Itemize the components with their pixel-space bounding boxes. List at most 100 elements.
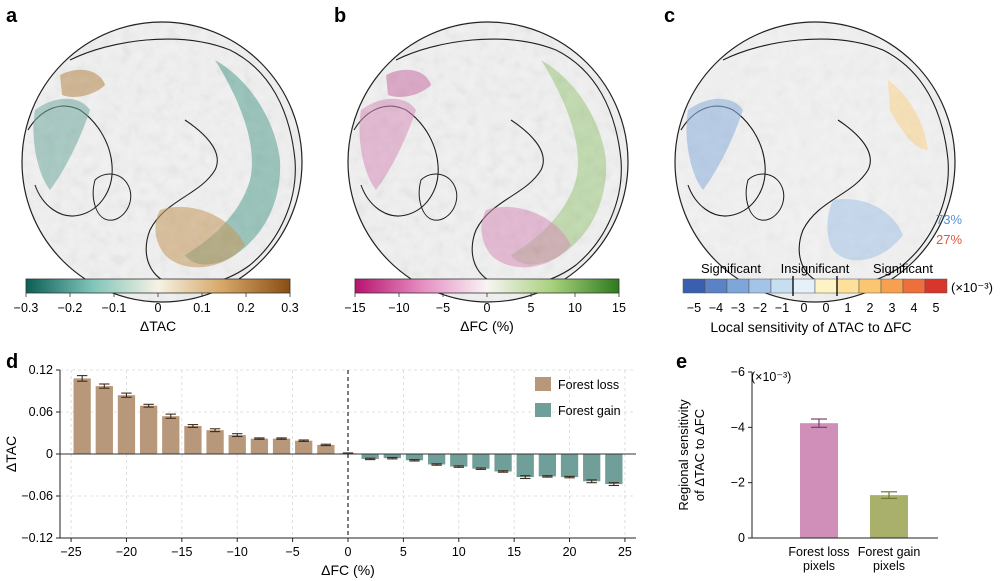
chart-e-multiplier: (×10⁻³) (751, 370, 791, 384)
map-b-border (347, 21, 629, 303)
chart-e-category-label: Forest gain (858, 545, 921, 559)
colorbar-c-tick-label: 2 (867, 301, 874, 315)
bar-forest-loss (139, 405, 158, 454)
colorbar-c-cell (748, 278, 772, 294)
legend-swatch-forest-loss (535, 377, 551, 391)
region-label-insignificant: Insignificant (781, 261, 850, 276)
bar-forest-loss (73, 378, 91, 454)
colorbar-c-tick-label: −1 (775, 301, 789, 315)
bar-forest-gain-pixels (870, 495, 908, 538)
panel-label-b: b (334, 5, 346, 27)
chart-d-ytick-label: −0.12 (21, 531, 53, 545)
colorbar-c-tick-label: 5 (933, 301, 940, 315)
bar-forest-gain (427, 454, 446, 465)
chart-e-category-label: pixels (873, 559, 905, 573)
colorbar-c-tick-label: −2 (753, 301, 767, 315)
pct-positive: 27% (936, 232, 962, 247)
bar-forest-loss (117, 395, 136, 454)
colorbar-b-tick-label: −15 (344, 301, 365, 315)
colorbar-c-tick-label: 1 (845, 301, 852, 315)
colorbar-c-cell (902, 278, 926, 294)
chart-d-ytick-label: 0.06 (29, 405, 53, 419)
colorbar-a-tick-label: 0.1 (193, 301, 210, 315)
colorbar-c: Significant Insignificant Significant −5… (682, 261, 993, 335)
colorbar-c-cell (836, 278, 860, 294)
bar-forest-gain (538, 454, 557, 477)
bar-forest-loss (162, 416, 180, 454)
colorbar-a-tick-label: −0.1 (102, 301, 127, 315)
bar-forest-loss (272, 438, 291, 454)
colorbar-c-tick-label: −3 (731, 301, 745, 315)
colorbar-b-label: ΔFC (%) (460, 318, 514, 334)
chart-e-ytick-label: −6 (731, 365, 745, 379)
colorbar-a-label: ΔTAC (140, 318, 176, 334)
panel-label-c: c (664, 5, 675, 27)
bar-forest-gain (583, 454, 601, 482)
map-a-border (21, 21, 303, 303)
bar-forest-loss (317, 444, 335, 454)
chart-e-ylabel-line-2: of ΔTAC to ΔFC (692, 409, 707, 501)
map-b (348, 22, 628, 302)
colorbar-a: −0.3 −0.2 −0.1 0 0.1 0.2 0.3 ΔTAC (14, 278, 299, 334)
bar-forest-gain (516, 454, 534, 478)
pct-negative: 73% (936, 212, 962, 227)
bar-forest-loss (95, 386, 113, 454)
bar-forest-gain (361, 454, 379, 459)
chart-d-xlabel: ΔFC (%) (321, 562, 375, 578)
bar-forest-gain (494, 454, 512, 472)
chart-e-ytick-label: −2 (731, 476, 745, 490)
colorbar-c-cell (814, 278, 838, 294)
colorbar-c-tick-label: 0 (801, 301, 808, 315)
colorbar-b-tick-label: 0 (484, 301, 491, 315)
bar-forest-loss (295, 440, 313, 454)
colorbar-a-bar (25, 278, 291, 294)
colorbar-a-tick-label: 0.3 (281, 301, 298, 315)
colorbar-c-cell (858, 278, 882, 294)
chart-e-ytick-label: 0 (738, 531, 745, 545)
colorbar-a-tick-label: −0.3 (14, 301, 39, 315)
bar-forest-loss (184, 426, 202, 454)
legend-label-forest-loss: Forest loss (558, 378, 619, 392)
chart-d-ytick-label: 0 (46, 447, 53, 461)
colorbar-c-tick-label: −5 (687, 301, 701, 315)
colorbar-c-cell (880, 278, 904, 294)
colorbar-c-cell (924, 278, 948, 294)
colorbar-b-bar (354, 278, 620, 294)
bar-forest-loss (250, 438, 269, 454)
panel-label-d: d (6, 351, 18, 373)
colorbar-c-multiplier: (×10⁻³) (951, 280, 993, 295)
colorbar-c-cell (704, 278, 728, 294)
bar-forest-loss-pixels (800, 423, 838, 538)
bar-forest-loss (228, 435, 246, 454)
colorbar-c-cell (770, 278, 794, 294)
colorbar-c-cell (682, 278, 706, 294)
chart-d-xtick-label: 25 (618, 545, 632, 559)
colorbar-c-tick-label: 4 (911, 301, 918, 315)
chart-d-ylabel: ΔTAC (3, 436, 19, 472)
chart-e-category-label: Forest loss (788, 545, 849, 559)
colorbar-a-tick-label: 0 (155, 301, 162, 315)
panel-label-e: e (676, 351, 687, 373)
colorbar-c-cell (726, 278, 750, 294)
colorbar-a-tick-label: 0.2 (237, 301, 254, 315)
panel-label-a: a (6, 5, 18, 27)
chart-d-legend: Forest loss Forest gain (535, 377, 621, 418)
colorbar-b: −15 −10 −5 0 5 10 15 ΔFC (%) (344, 278, 626, 334)
chart-e-ytick-label: −4 (731, 420, 745, 434)
colorbar-c-cell (792, 278, 816, 294)
chart-e-ylabel-line-1: Regional sensitivity (676, 399, 691, 511)
bar-forest-gain (472, 454, 490, 469)
bar-forest-gain (383, 454, 401, 459)
colorbar-c-label: Local sensitivity of ΔTAC to ΔFC (710, 319, 911, 335)
colorbar-a-tick-label: −0.2 (58, 301, 83, 315)
colorbar-b-tick-label: 15 (612, 301, 626, 315)
chart-d-xtick-label: −15 (171, 545, 192, 559)
chart-d-xtick-label: 5 (400, 545, 407, 559)
map-c (675, 22, 955, 302)
chart-d-xtick-label: 15 (507, 545, 521, 559)
bar-forest-gain (450, 454, 468, 467)
legend-swatch-forest-gain (535, 403, 551, 417)
colorbar-b-tick-label: −10 (388, 301, 409, 315)
